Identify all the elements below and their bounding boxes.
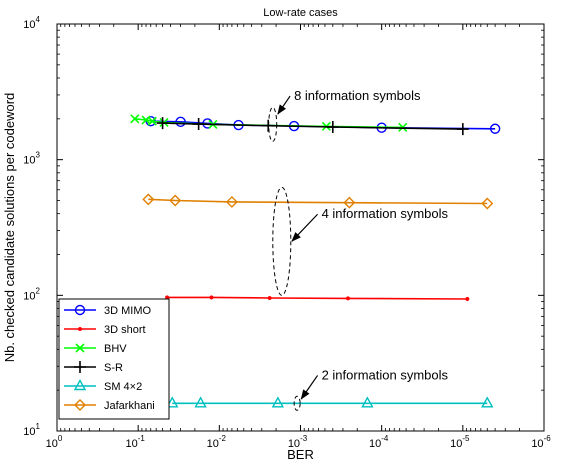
annotation-arrowhead <box>300 389 310 400</box>
x-tick-label: 10-1 <box>125 434 145 450</box>
data-point <box>130 114 140 124</box>
y-axis-label: Nb. checked candidate solutions per code… <box>2 93 17 363</box>
series-3d-short <box>165 295 470 302</box>
data-point <box>271 396 285 408</box>
data-point <box>192 118 205 131</box>
legend-label: BHV <box>104 343 127 355</box>
data-point <box>481 396 494 408</box>
legend: 3D MIMO 3D short BHV S-R SM 4×2 Jafarkhani <box>58 298 170 420</box>
data-point <box>209 295 214 300</box>
series-s-r <box>156 117 469 136</box>
data-point <box>456 123 469 136</box>
legend-marker <box>75 343 85 353</box>
legend-item: BHV <box>64 343 127 355</box>
legend-label: SM 4×2 <box>104 381 142 393</box>
y-tick-label: 104 <box>23 15 40 31</box>
legend-label: Jafarkhani <box>104 400 155 412</box>
annotation-text: 8 information symbols <box>294 88 421 103</box>
legend-item: S-R <box>64 361 123 374</box>
data-point <box>267 295 272 301</box>
series-group <box>130 114 501 408</box>
data-point <box>175 116 186 128</box>
data-point <box>481 197 494 210</box>
legend-marker <box>74 399 86 411</box>
data-point <box>156 117 169 130</box>
legend-item: Jafarkhani <box>64 399 155 412</box>
legend-marker <box>77 326 83 332</box>
series-jafarkhani <box>142 193 494 210</box>
legend-item: 3D short <box>64 324 146 336</box>
annotation-text: 4 information symbols <box>322 206 449 221</box>
annotation-ellipse <box>293 395 301 411</box>
data-point <box>489 123 501 134</box>
data-point <box>262 119 275 132</box>
data-point <box>166 396 179 408</box>
legend-label: 3D MIMO <box>104 305 152 317</box>
legend-marker <box>73 379 87 391</box>
legend-marker <box>74 304 86 316</box>
annotations: 8 information symbols 4 information symbo… <box>268 88 449 411</box>
data-point <box>345 296 351 301</box>
x-tick-label: 10-3 <box>288 434 308 450</box>
x-tick-label: 10-5 <box>450 434 470 450</box>
series-line <box>148 198 488 205</box>
legend-label: 3D short <box>104 324 146 336</box>
data-point <box>194 396 207 408</box>
x-tick-label: 10-6 <box>531 434 551 450</box>
series-sm-4-2 <box>166 396 494 408</box>
data-point <box>225 195 238 208</box>
legend-label: S-R <box>104 362 123 374</box>
data-point <box>326 121 339 134</box>
data-point <box>169 194 182 207</box>
legend-item: SM 4×2 <box>64 379 142 393</box>
data-point <box>465 296 470 302</box>
annotation-ellipse <box>268 106 278 142</box>
x-axis-label: BER <box>287 447 314 462</box>
data-point <box>361 396 374 408</box>
legend-marker <box>74 361 86 373</box>
annotation-text: 2 information symbols <box>322 367 449 382</box>
y-tick-label: 102 <box>23 286 40 302</box>
x-tick-label: 10-4 <box>369 434 389 450</box>
annotation-arrowhead <box>291 231 301 242</box>
data-point <box>147 116 157 126</box>
annotation-ellipse <box>272 186 292 296</box>
legend-item: 3D MIMO <box>64 304 152 317</box>
y-tick-label: 101 <box>23 422 40 438</box>
x-tick-label: 10-2 <box>207 434 227 450</box>
data-point <box>142 193 155 206</box>
annotation-arrowhead <box>277 104 287 115</box>
y-tick-label: 103 <box>23 151 40 167</box>
data-point <box>343 196 356 209</box>
chart-title: Low-rate cases <box>263 7 338 19</box>
x-tick-label: 100 <box>46 434 63 450</box>
legend-box <box>58 298 170 420</box>
